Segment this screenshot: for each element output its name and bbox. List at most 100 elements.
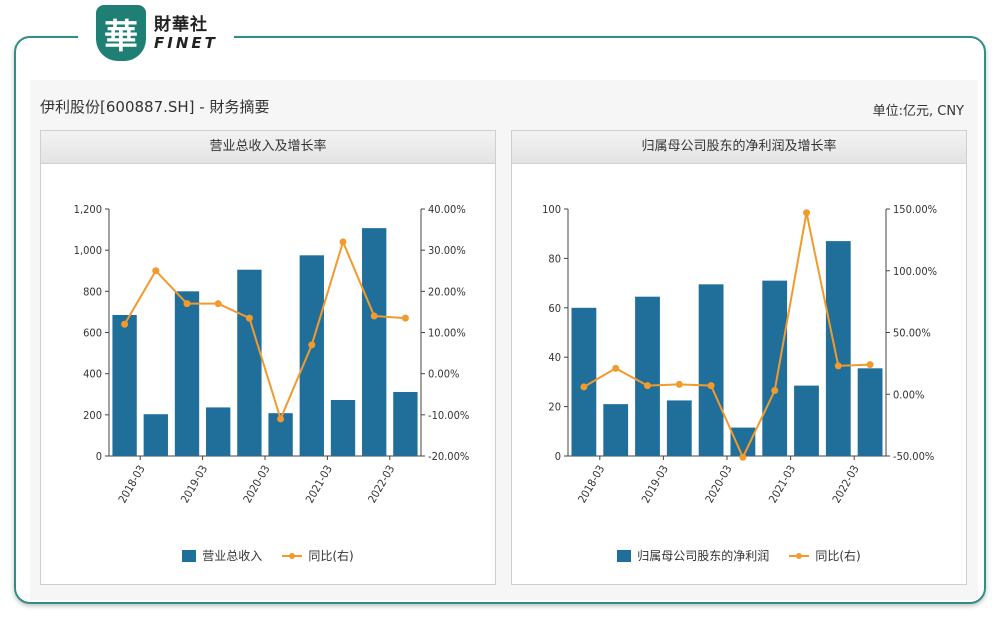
- legend-label: 同比(右): [815, 549, 861, 563]
- y2-tick-label: 100.00%: [893, 265, 937, 278]
- growth-point: [245, 314, 253, 322]
- y-tick-label: 800: [83, 285, 102, 298]
- x-tick-label: 2021-03: [766, 463, 798, 505]
- y-tick-label: 1,000: [74, 244, 102, 257]
- growth-point: [152, 267, 160, 275]
- y2-tick-label: -50.00%: [893, 450, 934, 463]
- growth-point: [644, 382, 651, 390]
- growth-point: [612, 364, 620, 372]
- bar: [794, 385, 819, 456]
- y2-tick-label: 30.00%: [428, 244, 466, 257]
- x-tick-label: 2019-03: [639, 463, 671, 505]
- legend-line-swatch: [789, 550, 810, 562]
- growth-point: [707, 382, 715, 390]
- y-tick-label: 1,200: [74, 203, 102, 216]
- legend-item-line[interactable]: 同比(右): [789, 547, 861, 564]
- x-tick-label: 2022-03: [830, 463, 862, 505]
- profit-chart-panel: 归属母公司股东的净利润及增长率 0 20 40 60 80 100 -50.00% 0.00%…: [511, 130, 967, 585]
- bar: [603, 404, 629, 456]
- bar: [698, 284, 724, 456]
- legend-label: 营业总收入: [202, 549, 263, 563]
- growth-point: [308, 341, 316, 349]
- bar: [762, 280, 788, 456]
- x-tick-label: 2019-03: [178, 463, 210, 505]
- chart-title: 营业总收入及增长率: [41, 131, 495, 164]
- y-tick-label: 100: [542, 203, 561, 216]
- y2-tick-label: 20.00%: [428, 285, 466, 298]
- y2-tick-label: 50.00%: [893, 327, 931, 340]
- growth-point: [277, 415, 285, 423]
- chart-title: 归属母公司股东的净利润及增长率: [512, 131, 966, 164]
- growth-point: [183, 300, 191, 308]
- legend-line-swatch: [282, 550, 303, 562]
- bar: [393, 391, 418, 456]
- growth-point: [214, 300, 222, 308]
- growth-point: [803, 209, 810, 217]
- bar: [666, 400, 692, 456]
- legend-bar-swatch: [182, 549, 197, 562]
- bar: [825, 241, 851, 456]
- growth-point: [675, 380, 683, 388]
- bar: [174, 291, 200, 456]
- unit-label: 单位:亿元, CNY: [872, 104, 964, 119]
- y2-tick-label: 10.00%: [428, 327, 466, 340]
- chart-legend: 营业总收入 同比(右): [41, 547, 495, 564]
- y2-tick-label: -10.00%: [428, 409, 469, 422]
- growth-line: [123, 238, 406, 422]
- y2-tick-label: 40.00%: [428, 203, 466, 216]
- growth-point: [339, 238, 347, 246]
- bar: [362, 228, 387, 456]
- bar: [143, 414, 168, 456]
- x-tick-label: 2022-03: [365, 463, 397, 505]
- x-tick-label: 2021-03: [303, 463, 335, 505]
- growth-point: [771, 387, 779, 395]
- chart-legend: 归属母公司股东的净利润 同比(右): [512, 547, 966, 564]
- brand-name-en: FINET: [154, 34, 218, 52]
- bar: [330, 400, 356, 456]
- growth-point: [866, 361, 874, 369]
- y-tick-label: 200: [83, 409, 102, 422]
- legend-label: 同比(右): [308, 549, 354, 563]
- bar: [299, 255, 324, 456]
- growth-point: [121, 320, 129, 328]
- revenue-chart-panel: 营业总收入及增长率 0 200 400 600 800 1,000 1,200 -20.00%…: [40, 130, 496, 585]
- legend-item-line[interactable]: 同比(右): [282, 547, 354, 564]
- x-tick-label: 2018-03: [116, 463, 148, 505]
- x-tick-label: 2018-03: [575, 463, 607, 505]
- brand-logo: 華 財華社 FINET: [78, 0, 234, 70]
- growth-line: [583, 212, 871, 460]
- y-tick-label: 0: [96, 450, 102, 463]
- y2-tick-label: 0.00%: [428, 368, 459, 381]
- legend-label: 归属母公司股东的净利润: [637, 549, 770, 563]
- growth-point: [580, 383, 588, 391]
- growth-point: [401, 314, 409, 322]
- brand-name-cn: 財華社: [154, 15, 208, 35]
- x-tick-label: 2020-03: [241, 463, 273, 505]
- outer-frame: [14, 36, 986, 604]
- page-title: 伊利股份[600887.SH] - 財务摘要: [40, 98, 270, 116]
- y-tick-label: 20: [548, 401, 561, 414]
- growth-point: [739, 453, 747, 461]
- y-tick-label: 60: [548, 302, 561, 315]
- revenue-chart: 0 200 400 600 800 1,000 1,200 -20.00% -10.00% 0.0…: [74, 203, 470, 505]
- y-tick-label: 400: [83, 368, 102, 381]
- bar: [730, 427, 756, 456]
- x-tick-label: 2020-03: [703, 463, 735, 505]
- bar: [857, 368, 883, 456]
- profit-chart: 0 20 40 60 80 100 -50.00% 0.00% 50.00% 100.00% 150…: [542, 203, 937, 505]
- legend-item-bar[interactable]: 归属母公司股东的净利润: [617, 547, 769, 564]
- y2-tick-label: 150.00%: [893, 203, 937, 216]
- bar: [112, 315, 137, 456]
- y-tick-label: 40: [548, 351, 561, 364]
- bar: [635, 296, 660, 456]
- brand-mark-icon: 華: [96, 5, 146, 61]
- legend-bar-swatch: [617, 549, 632, 562]
- bar: [237, 269, 262, 456]
- y2-tick-label: 0.00%: [893, 388, 924, 401]
- y-tick-label: 0: [555, 450, 561, 463]
- legend-item-bar[interactable]: 营业总收入: [182, 547, 262, 564]
- bar: [206, 407, 231, 456]
- y2-tick-label: -20.00%: [428, 450, 469, 463]
- y-tick-label: 600: [83, 327, 102, 340]
- y-tick-label: 80: [548, 252, 561, 265]
